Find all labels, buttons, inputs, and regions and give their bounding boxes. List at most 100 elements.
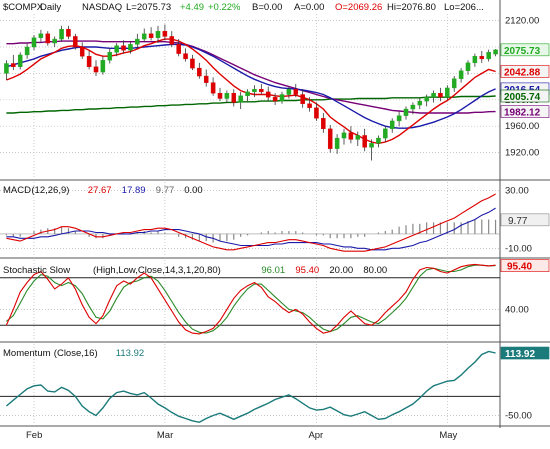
last-value-tag [500, 65, 550, 78]
stoch-params: (High,Low,Close,14,3,1,20,80) [93, 265, 221, 276]
last-value-text: 1982.12 [504, 108, 541, 119]
macd-params: (12,26,9) [31, 185, 69, 196]
candle-body [383, 128, 388, 139]
candle-body [93, 66, 99, 73]
macd-hist-value: 9.77 [156, 185, 175, 196]
candle-body [114, 45, 119, 53]
candle-body [252, 89, 257, 93]
candle-body [79, 46, 85, 57]
candle-body [52, 38, 57, 44]
stoch-last-text: 95.40 [507, 262, 532, 273]
macd-title: MACD [3, 185, 31, 196]
stoch-d-value: 95.40 [295, 265, 319, 276]
candle-body [45, 33, 51, 44]
stoch-high-level: 80.00 [363, 265, 387, 276]
price-y-tick: 1920.00 [505, 148, 539, 159]
macd-last-tag [500, 213, 550, 227]
macd-signal-value: 17.89 [122, 185, 146, 196]
candle-body [176, 44, 181, 54]
candle-body [155, 30, 161, 38]
candle-body [224, 92, 230, 99]
momentum-params: (Close,16) [54, 348, 98, 359]
ask-label: A=0.00 [294, 2, 324, 13]
candle-body [307, 103, 312, 108]
candle-body [424, 96, 429, 102]
candle-body [445, 87, 450, 98]
stoch-title: Stochastic Slow [3, 265, 70, 276]
stoch-y-tick: 40.00 [505, 304, 529, 315]
candle-body [210, 82, 216, 94]
macd-header: MACD (12,26,9) 27.67 17.89 9.77 0.00 [3, 185, 203, 196]
candle-body [334, 137, 340, 149]
candle-body [362, 135, 367, 148]
candle-body [279, 94, 285, 102]
candle-body [17, 54, 23, 67]
candle-body [376, 137, 381, 144]
last-value-text: 2075.73 [504, 46, 541, 57]
macd-signal-line [6, 207, 496, 251]
stoch-header: Stochastic Slow (High,Low,Close,14,3,1,20… [3, 265, 387, 276]
interval-label: Daily [40, 2, 61, 13]
candle-body [11, 63, 16, 67]
candle-body [231, 92, 237, 103]
candle-body [410, 104, 416, 110]
candle-body [465, 62, 471, 71]
candle-body [348, 132, 354, 140]
macd-line [6, 193, 496, 252]
momentum-y-tick: -50.00 [505, 410, 532, 421]
candle-body [314, 107, 319, 119]
price-header: $COMPX Daily NASDAQ L=2075.73 +4.49 +0.2… [3, 2, 484, 13]
candle-body [245, 91, 250, 97]
macd-value: 27.67 [88, 185, 112, 196]
candle-body [369, 143, 374, 148]
bid-label: B=0.00 [252, 2, 282, 13]
candle-body [217, 92, 223, 99]
candle-body [438, 92, 443, 98]
candle-body [321, 118, 326, 130]
macd-y-tick: -10.00 [505, 243, 532, 254]
candle-body [4, 63, 9, 74]
x-tick-label: Mar [157, 430, 173, 441]
candle-body [203, 75, 209, 83]
last-value-text: 2005.74 [504, 92, 541, 103]
stoch-d-line [6, 264, 496, 334]
sma-200-line [6, 95, 496, 114]
candle-body [121, 45, 126, 51]
candle-body [135, 38, 140, 45]
candle-body [493, 49, 498, 55]
candle-body [417, 100, 423, 106]
stoch-k-value: 96.01 [261, 265, 285, 276]
candle-body [238, 95, 243, 103]
candle-body [162, 30, 168, 37]
candle-body [265, 91, 271, 98]
last-price-label: L=2075.73 [126, 2, 171, 13]
momentum-last-tag [500, 346, 550, 360]
candle-body [327, 128, 333, 149]
momentum-header: Momentum (Close,16) 113.92 [3, 348, 144, 359]
candle-body [341, 132, 347, 139]
macd-last-text: 9.77 [508, 216, 528, 227]
last-value-text: 2042.88 [504, 67, 541, 78]
candle-body [183, 53, 188, 60]
x-tick-label: Feb [26, 430, 42, 441]
high-label: Hi=2076.80 [387, 2, 436, 13]
candle-body [479, 56, 485, 60]
candle-body [286, 89, 292, 95]
candle-body [197, 67, 202, 77]
change-label: +4.49 [180, 2, 204, 13]
candle-body [389, 120, 395, 130]
sma-20-line [6, 38, 496, 145]
candle-body [38, 33, 44, 38]
candle-body [73, 36, 78, 48]
candle-body [59, 28, 64, 40]
exchange-label: NASDAQ [82, 2, 122, 13]
last-value-tag [500, 43, 550, 57]
candle-body [107, 52, 113, 61]
candle-body [451, 78, 457, 89]
candle-body [472, 56, 478, 64]
sma-50-line [6, 43, 496, 129]
candle-body [128, 44, 133, 51]
candle-body [355, 135, 361, 140]
x-tick-label: May [439, 430, 457, 441]
